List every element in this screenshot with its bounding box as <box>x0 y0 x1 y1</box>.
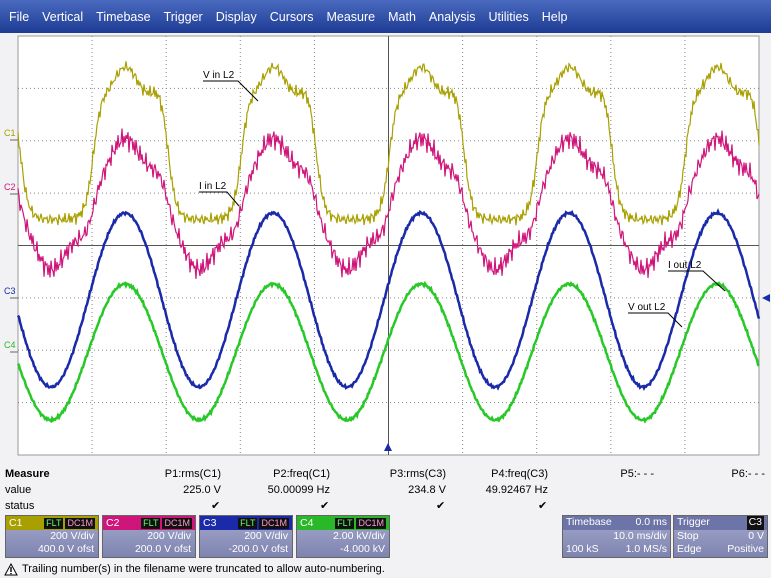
channel-label: C3 <box>4 286 16 296</box>
channel-label: C1 <box>4 128 16 138</box>
channel-coupling: DC1M <box>259 517 289 529</box>
channel-offset: -4.000 kV <box>340 543 385 555</box>
trigger-marker <box>384 443 392 451</box>
measure-header: P1:rms(C1) <box>164 468 221 480</box>
measure-value: 234.8 V <box>408 484 446 496</box>
menu-item[interactable]: Math <box>388 9 416 24</box>
channel-coupling: DC1M <box>356 517 386 529</box>
channel-box[interactable]: C3 FLT DC1M 200 V/div -200.0 V ofst <box>199 515 293 558</box>
channel-header: C1 FLT DC1M <box>6 516 98 530</box>
menu-item[interactable]: Timebase <box>96 9 151 24</box>
measure-status: ✔ <box>436 500 446 512</box>
channel-header: C3 FLT DC1M <box>200 516 292 530</box>
channel-name: C1 <box>9 517 23 529</box>
menu-bar: File Vertical Timebase Trigger Display C… <box>0 0 771 33</box>
menu-item[interactable]: Help <box>541 9 568 24</box>
channel-scale: 200 V/div <box>244 530 288 542</box>
menu-item[interactable]: Cursors <box>269 9 314 24</box>
measure-title: Measure <box>5 468 50 480</box>
channel-filter: FLT <box>44 517 64 529</box>
timebase-delay: 0.0 ms <box>635 516 667 528</box>
channel-header: C4 FLT DC1M <box>297 516 389 530</box>
trace-c3 <box>16 207 761 392</box>
channel-filter: FLT <box>238 517 258 529</box>
menu-item[interactable]: Vertical <box>42 9 84 24</box>
measure-header: P2:freq(C1) <box>273 468 330 480</box>
row-label: status <box>5 500 35 512</box>
menu-item[interactable]: File <box>9 9 30 24</box>
measure-status: ✔ <box>320 500 330 512</box>
trigger-mode: Stop <box>677 529 699 542</box>
channel-filter: FLT <box>141 517 161 529</box>
channel-coupling: DC1M <box>65 517 95 529</box>
channel-header: C2 FLT DC1M <box>103 516 195 530</box>
row-label: value <box>5 484 32 496</box>
trigger-level: 0 V <box>748 529 764 542</box>
level-marker <box>762 294 770 302</box>
menu-item[interactable]: Measure <box>326 9 376 24</box>
trace-c2 <box>17 128 760 279</box>
measure-value: 50.00099 Hz <box>267 484 330 496</box>
grid <box>18 36 759 455</box>
measure-status: ✔ <box>538 500 548 512</box>
channel-name: C3 <box>203 517 217 529</box>
channel-box[interactable]: C1 FLT DC1M 200 V/div 400.0 V ofst <box>5 515 99 558</box>
measure-header: P6:- - - <box>731 468 765 480</box>
annotation: V in L2 <box>203 70 235 81</box>
channel-offset: -200.0 V ofst <box>228 543 288 555</box>
channel-ticks <box>10 139 18 353</box>
annotation: I out L2 <box>668 260 702 271</box>
channel-scale: 2.00 kV/div <box>333 530 385 542</box>
measure-header: P3:rms(C3) <box>389 468 446 480</box>
channel-box[interactable]: C4 FLT DC1M 2.00 kV/div -4.000 kV <box>296 515 390 558</box>
timebase-samples: 100 kS <box>566 543 599 555</box>
measure-header: P4:freq(C3) <box>491 468 548 480</box>
channel-name: C4 <box>300 517 314 529</box>
annotation: I in L2 <box>199 181 227 192</box>
menu-item[interactable]: Utilities <box>488 9 529 24</box>
trigger-title: Trigger <box>677 516 710 528</box>
annotation: V out L2 <box>628 302 666 313</box>
channel-offset: 400.0 V ofst <box>37 543 94 555</box>
warning-icon <box>4 563 18 576</box>
measure-status: ✔ <box>211 500 221 512</box>
timebase-title: Timebase <box>566 516 612 528</box>
scope-display: C1 C2 C3 C4 V in L2 I in L2 I out L2 V o… <box>4 35 770 456</box>
timebase-scale: 10.0 ms/div <box>613 529 667 542</box>
trigger-type: Edge <box>677 543 702 555</box>
trigger-slope: Positive <box>727 543 764 555</box>
timebase-rate: 1.0 MS/s <box>625 543 667 555</box>
menu-item[interactable]: Trigger <box>163 9 203 24</box>
channel-scale: 200 V/div <box>50 530 94 542</box>
timebase-box[interactable]: Timebase 0.0 ms 10.0 ms/div 100 kS 1.0 MS/… <box>562 515 671 558</box>
menu-item[interactable]: Display <box>215 9 257 24</box>
footer-message: Trailing number(s) in the filename were … <box>22 563 385 575</box>
trace-c4 <box>16 280 760 424</box>
trigger-box[interactable]: Trigger C3 Stop 0 V Edge Positive <box>673 515 768 558</box>
menu-item[interactable]: Analysis <box>428 9 476 24</box>
channel-filter: FLT <box>335 517 355 529</box>
channel-coupling: DC1M <box>162 517 192 529</box>
trace-c1 <box>17 61 760 226</box>
channel-scale: 200 V/div <box>147 530 191 542</box>
waveforms <box>16 61 761 424</box>
trigger-source: C3 <box>746 516 764 530</box>
channel-label: C2 <box>4 182 16 192</box>
channel-label: C4 <box>4 340 16 350</box>
channel-box[interactable]: C2 FLT DC1M 200 V/div 200.0 V ofst <box>102 515 196 558</box>
measure-value: 49.92467 Hz <box>485 484 548 496</box>
measure-header: P5:- - - <box>620 468 654 480</box>
measure-value: 225.0 V <box>183 484 221 496</box>
channel-name: C2 <box>106 517 120 529</box>
channel-offset: 200.0 V ofst <box>134 543 191 555</box>
